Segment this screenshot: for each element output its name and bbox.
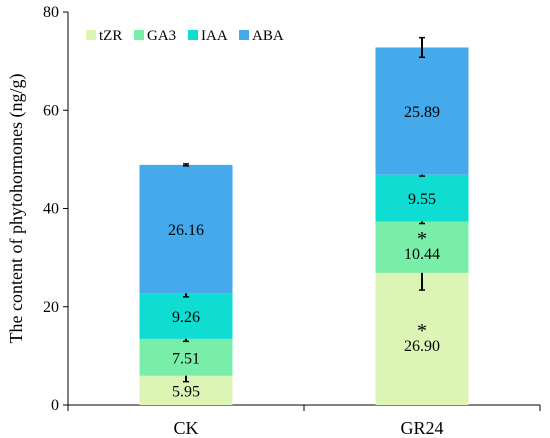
bar-segment-aba-ck <box>139 164 233 294</box>
x-tick-label: GR24 <box>400 418 443 438</box>
significance-star: * <box>417 228 427 250</box>
data-label: 5.95 <box>172 383 200 400</box>
bar-segment-tzr-gr24 <box>375 272 469 405</box>
x-tick-label: CK <box>173 418 198 438</box>
bar-segment-iaa-gr24 <box>375 174 469 222</box>
data-label: 9.26 <box>172 309 200 326</box>
legend-label-tzr: tZR <box>99 28 122 44</box>
data-label: 10.44 <box>404 246 440 263</box>
data-label: 26.16 <box>168 222 204 239</box>
y-tick-label: 40 <box>43 201 59 218</box>
legend-swatch-aba <box>239 30 249 40</box>
data-label: 9.55 <box>408 191 436 208</box>
bars <box>139 36 469 405</box>
legend-label-iaa: IAA <box>201 28 228 44</box>
legend: tZR GA3 IAA ABA <box>86 28 284 44</box>
legend-swatch-ga3 <box>134 30 144 40</box>
data-label: 26.90 <box>404 338 440 355</box>
significance-star: * <box>417 320 427 342</box>
legend-label-ga3: GA3 <box>147 28 176 44</box>
axes: 0 20 40 60 80 The content of phytohormones (n… <box>6 4 541 438</box>
data-label: 25.89 <box>404 104 440 121</box>
bar-segment-ga3-ck <box>139 338 233 376</box>
y-tick-label: 20 <box>43 299 59 316</box>
legend-label-aba: ABA <box>252 28 284 44</box>
data-label: 7.51 <box>172 350 200 367</box>
y-axis-label: The content of phytohormones (ng/g) <box>6 74 27 344</box>
y-tick-label: 80 <box>43 4 59 21</box>
bar-segment-ga3-gr24 <box>375 221 469 273</box>
legend-swatch-iaa <box>188 30 198 40</box>
y-tick-label: 60 <box>43 102 59 119</box>
legend-swatch-tzr <box>86 30 96 40</box>
y-tick-label: 0 <box>51 397 59 414</box>
bar-segment-aba-gr24 <box>375 47 469 175</box>
bar-segment-iaa-ck <box>139 293 233 339</box>
